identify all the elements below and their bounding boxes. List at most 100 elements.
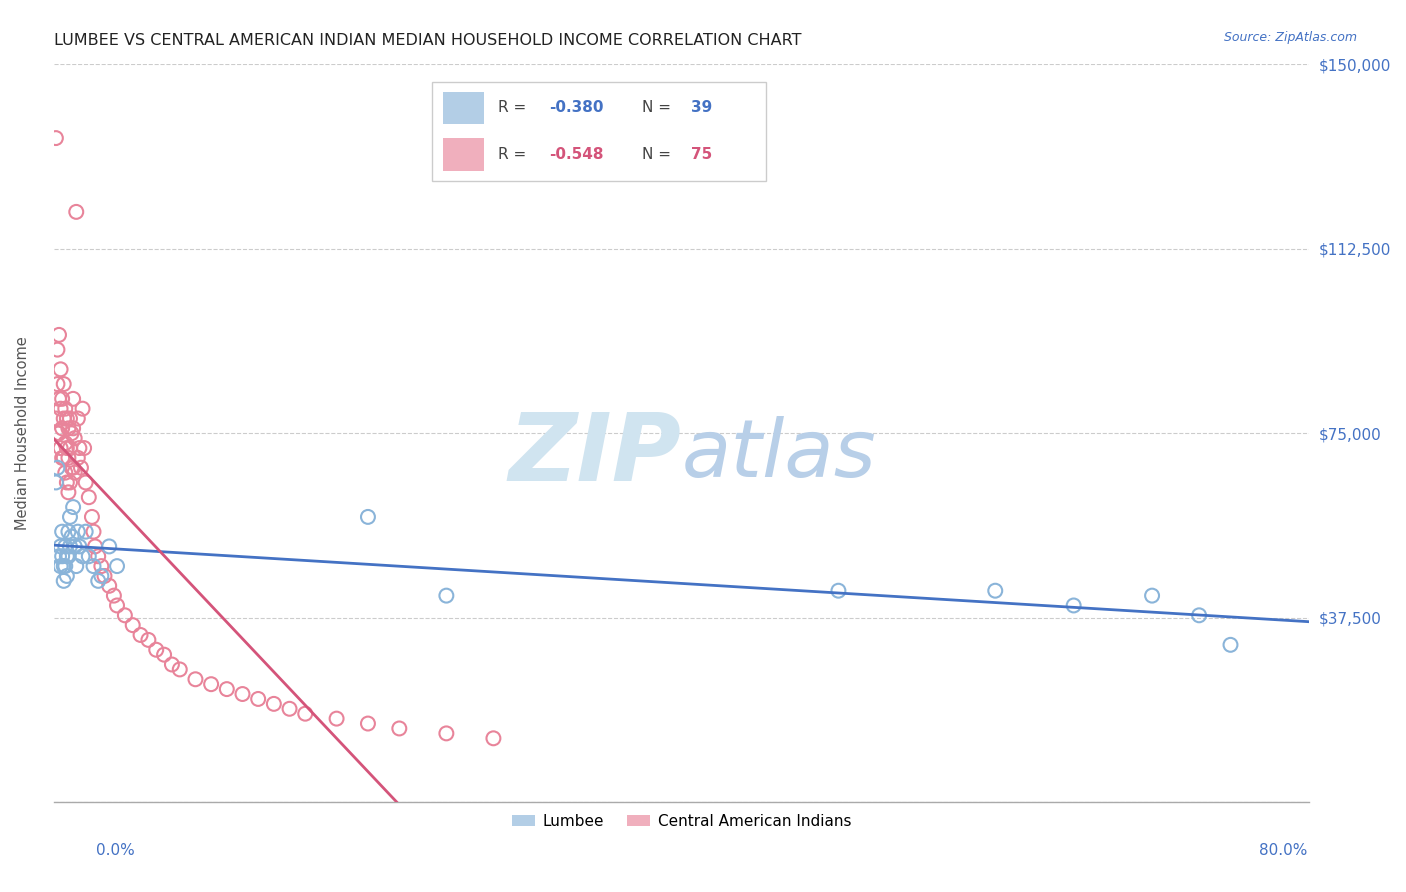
Point xyxy=(247,692,270,706)
Point xyxy=(58,549,80,564)
Point xyxy=(66,524,89,539)
Point xyxy=(59,441,82,455)
Point xyxy=(58,450,80,465)
Text: 75: 75 xyxy=(690,146,711,161)
Point xyxy=(169,662,191,676)
Point xyxy=(1140,589,1163,603)
Point xyxy=(65,205,87,219)
Point xyxy=(83,559,105,574)
Point xyxy=(56,441,79,455)
Text: -0.548: -0.548 xyxy=(550,146,605,161)
Point xyxy=(129,628,152,642)
Point xyxy=(1063,599,1085,613)
Text: R =: R = xyxy=(498,146,531,161)
Point xyxy=(56,475,79,490)
Point xyxy=(51,392,73,406)
Text: N =: N = xyxy=(643,146,676,161)
Point xyxy=(56,549,79,564)
Point xyxy=(114,608,136,623)
Point xyxy=(51,524,73,539)
Point xyxy=(60,426,83,441)
FancyBboxPatch shape xyxy=(443,137,484,170)
Point xyxy=(49,559,72,574)
Point xyxy=(49,540,72,554)
Point xyxy=(46,426,69,441)
Point xyxy=(434,726,457,740)
Text: 80.0%: 80.0% xyxy=(1260,843,1308,857)
Point xyxy=(58,524,80,539)
Text: ZIP: ZIP xyxy=(509,409,682,501)
Point xyxy=(184,673,207,687)
Point xyxy=(52,411,75,425)
Point xyxy=(93,569,115,583)
Text: N =: N = xyxy=(643,101,676,115)
Point xyxy=(53,559,76,574)
Legend: Lumbee, Central American Indians: Lumbee, Central American Indians xyxy=(506,808,858,835)
Point xyxy=(84,540,107,554)
Point xyxy=(51,450,73,465)
Point xyxy=(72,549,94,564)
Text: 0.0%: 0.0% xyxy=(96,843,135,857)
Point xyxy=(53,436,76,450)
Point xyxy=(62,500,84,514)
Point xyxy=(46,377,69,392)
Point xyxy=(1219,638,1241,652)
Point xyxy=(388,722,411,736)
Point xyxy=(49,401,72,416)
Point xyxy=(52,377,75,392)
Point xyxy=(62,392,84,406)
Point xyxy=(48,549,70,564)
Point xyxy=(62,460,84,475)
Point xyxy=(65,559,87,574)
Point xyxy=(145,642,167,657)
Point xyxy=(58,421,80,435)
Point xyxy=(45,411,67,425)
Point xyxy=(67,441,90,455)
Point xyxy=(56,569,79,583)
Point xyxy=(294,706,316,721)
Point xyxy=(45,131,67,145)
Point xyxy=(59,475,82,490)
Point xyxy=(53,401,76,416)
Point xyxy=(984,583,1007,598)
Point xyxy=(52,559,75,574)
Point xyxy=(434,589,457,603)
Point xyxy=(66,450,89,465)
Text: atlas: atlas xyxy=(682,417,876,494)
Point xyxy=(77,490,100,504)
Point xyxy=(98,540,121,554)
Point xyxy=(63,540,86,554)
Point xyxy=(121,618,143,632)
FancyBboxPatch shape xyxy=(443,92,484,124)
Point xyxy=(1188,608,1211,623)
Point xyxy=(83,524,105,539)
FancyBboxPatch shape xyxy=(432,82,766,181)
Point xyxy=(103,589,125,603)
Point xyxy=(46,343,69,357)
Point xyxy=(63,466,86,480)
Point xyxy=(53,540,76,554)
Point xyxy=(138,632,160,647)
Point xyxy=(80,509,103,524)
Point xyxy=(51,549,73,564)
Point xyxy=(56,411,79,425)
Point xyxy=(357,509,380,524)
Point xyxy=(70,460,93,475)
Point xyxy=(49,362,72,376)
Point xyxy=(153,648,176,662)
Text: Source: ZipAtlas.com: Source: ZipAtlas.com xyxy=(1223,31,1357,45)
Text: 39: 39 xyxy=(690,101,711,115)
Point xyxy=(45,475,67,490)
Point xyxy=(52,574,75,588)
Point xyxy=(48,392,70,406)
Point xyxy=(62,421,84,435)
Text: R =: R = xyxy=(498,101,531,115)
Point xyxy=(87,549,110,564)
Text: -0.380: -0.380 xyxy=(550,101,605,115)
Point xyxy=(231,687,253,701)
Point xyxy=(48,426,70,441)
Point xyxy=(72,401,94,416)
Point xyxy=(75,524,97,539)
Point xyxy=(46,460,69,475)
Point xyxy=(90,569,112,583)
